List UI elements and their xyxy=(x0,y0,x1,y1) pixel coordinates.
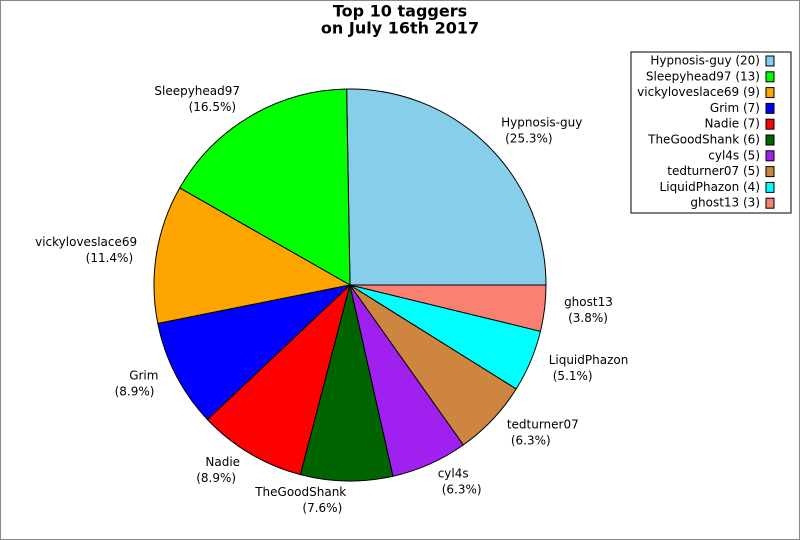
legend-label: TheGoodShank (6) xyxy=(647,133,760,147)
chart-title: Top 10 taggers xyxy=(333,2,467,21)
slice-label: cyl4s xyxy=(438,466,469,480)
slice-label: LiquidPhazon xyxy=(549,353,629,367)
slice-percent: (11.4%) xyxy=(86,251,133,265)
legend-swatch xyxy=(765,102,775,114)
legend-label: ghost13 (3) xyxy=(690,196,760,210)
pie-slice xyxy=(153,187,352,325)
slice-percent: (16.5%) xyxy=(189,100,236,114)
pie-slice xyxy=(346,88,547,286)
slice-percent: (6.3%) xyxy=(442,482,482,496)
pie-slice xyxy=(157,284,352,421)
legend-box xyxy=(630,51,792,214)
legend-swatch xyxy=(765,181,775,193)
legend-swatch xyxy=(765,118,775,130)
slice-percent: (5.1%) xyxy=(553,369,593,383)
slice-label: Hypnosis-guy xyxy=(501,116,582,130)
legend-swatch xyxy=(765,55,775,67)
slice-label: vickyloveslace69 xyxy=(35,235,137,249)
pie-slice xyxy=(299,284,394,482)
slice-percent: (3.8%) xyxy=(568,311,608,325)
legend-swatch xyxy=(765,197,775,209)
legend-label: Sleepyhead97 (13) xyxy=(646,69,760,83)
slice-label: Grim xyxy=(129,368,158,382)
slice-label: Sleepyhead97 xyxy=(154,84,240,98)
legend-label: tedturner07 (5) xyxy=(667,164,760,178)
slice-label: ghost13 xyxy=(564,295,613,309)
slice-label: Nadie xyxy=(205,455,240,469)
legend-label: Hypnosis-guy (20) xyxy=(650,54,760,68)
pie-slice xyxy=(179,88,351,286)
legend-swatch xyxy=(765,71,775,83)
legend-label: vickyloveslace69 (9) xyxy=(637,85,760,99)
slice-percent: (8.9%) xyxy=(196,471,236,485)
slice-percent: (7.6%) xyxy=(302,501,342,515)
slice-percent: (25.3%) xyxy=(505,132,552,146)
pie-slice xyxy=(349,284,547,332)
legend-label: cyl4s (5) xyxy=(708,148,760,162)
legend-swatch xyxy=(765,87,775,99)
slice-percent: (8.9%) xyxy=(115,384,155,398)
legend-label: Nadie (7) xyxy=(705,117,760,131)
pie-slice xyxy=(206,283,351,476)
slice-label: tedturner07 xyxy=(507,417,579,431)
legend-swatch xyxy=(765,166,775,178)
legend-swatch xyxy=(765,134,775,146)
chart-title: on July 16th 2017 xyxy=(321,19,479,38)
slice-percent: (6.3%) xyxy=(511,433,551,447)
legend-label: Grim (7) xyxy=(710,101,760,115)
legend-label: LiquidPhazon (4) xyxy=(660,180,760,194)
legend-swatch xyxy=(765,150,775,162)
slice-label: TheGoodShank xyxy=(254,485,346,499)
